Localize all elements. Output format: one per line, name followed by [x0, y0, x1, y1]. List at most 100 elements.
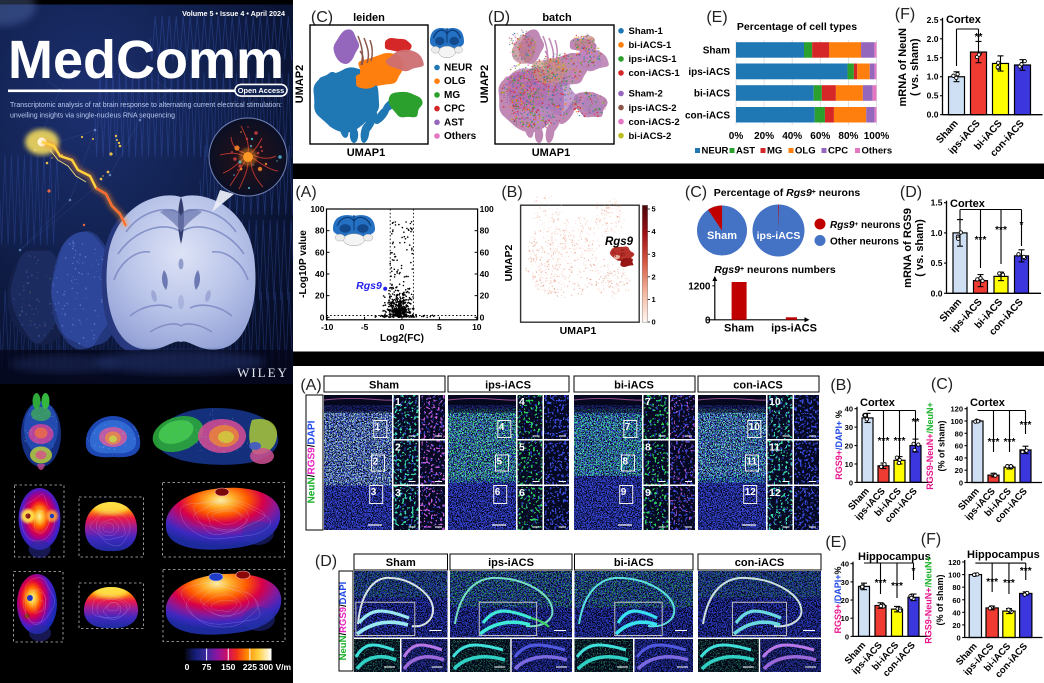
svg-text:60: 60: [480, 247, 490, 257]
svg-text:Other neurons: Other neurons: [830, 237, 899, 248]
svg-text:20: 20: [315, 291, 325, 301]
svg-text:Rgs9+ neurons numbers: Rgs9+ neurons numbers: [714, 264, 836, 276]
svg-text:2: 2: [373, 457, 379, 468]
svg-text:(C): (C): [931, 376, 953, 393]
svg-text:60: 60: [955, 442, 963, 451]
svg-text:60%: 60%: [810, 131, 830, 142]
svg-text:100: 100: [948, 571, 961, 580]
svg-text:150: 150: [221, 662, 235, 672]
svg-text:120: 120: [950, 405, 963, 414]
svg-text:Sham: Sham: [703, 46, 730, 57]
svg-text:10: 10: [845, 460, 853, 469]
svg-text:batch: batch: [542, 12, 572, 24]
svg-text:0: 0: [480, 312, 485, 322]
svg-text:RGS9-NeuN+/NeuN+: RGS9-NeuN+/NeuN+: [924, 556, 934, 644]
svg-text:1: 1: [652, 295, 656, 304]
svg-text:0: 0: [845, 632, 849, 641]
svg-text:Transcriptomic analysis of rat: Transcriptomic analysis of rat brain res…: [10, 102, 282, 109]
svg-text:6: 6: [519, 487, 525, 499]
svg-text:60: 60: [952, 596, 960, 605]
svg-text:bi-iACS: bi-iACS: [614, 557, 654, 569]
svg-text:(C): (C): [311, 9, 333, 26]
svg-text:75: 75: [202, 662, 212, 672]
svg-text:OLG: OLG: [444, 76, 466, 87]
svg-text:mRNA of NeuN: mRNA of NeuN: [897, 28, 909, 106]
svg-text:WILEY: WILEY: [237, 365, 289, 380]
svg-text:bi-iACS-2: bi-iACS-2: [629, 131, 672, 142]
svg-text:(B): (B): [830, 377, 851, 394]
svg-text:NEUR: NEUR: [702, 146, 729, 157]
svg-text:ips-iACS: ips-iACS: [485, 380, 531, 392]
svg-text:225: 225: [243, 662, 257, 672]
svg-text:leiden: leiden: [353, 12, 385, 24]
svg-text:40%: 40%: [782, 131, 802, 142]
svg-text:Sham: Sham: [369, 380, 399, 392]
svg-text:UMAP1: UMAP1: [347, 147, 386, 159]
svg-text:40: 40: [952, 608, 960, 617]
svg-text:Sham-2: Sham-2: [629, 89, 663, 100]
svg-text:( vs. sham): ( vs. sham): [914, 219, 926, 277]
svg-text:3: 3: [395, 487, 401, 499]
svg-text:(C): (C): [685, 184, 707, 201]
svg-text:bi-iACS: bi-iACS: [694, 89, 730, 100]
svg-text:AST: AST: [444, 117, 464, 128]
svg-text:0: 0: [320, 312, 325, 322]
svg-text:Hippocampus: Hippocampus: [858, 551, 931, 563]
svg-text:UMAP2: UMAP2: [479, 65, 491, 104]
svg-text:(B): (B): [501, 184, 522, 201]
svg-text:Sham: Sham: [707, 230, 737, 242]
svg-text:Cortex: Cortex: [970, 397, 1006, 409]
svg-text:2.5: 2.5: [927, 15, 939, 25]
svg-text:Percentage of Rgs9+ neurons: Percentage of Rgs9+ neurons: [714, 187, 861, 199]
svg-text:2.0: 2.0: [927, 34, 939, 44]
svg-text:0: 0: [705, 316, 711, 327]
svg-text:Open Access: Open Access: [238, 86, 285, 95]
svg-text:60: 60: [315, 247, 325, 257]
svg-text:8: 8: [645, 442, 651, 454]
svg-text:40: 40: [841, 560, 849, 569]
svg-text:MedComm: MedComm: [8, 30, 284, 90]
svg-text:12: 12: [769, 487, 781, 499]
svg-text:1200: 1200: [688, 282, 711, 293]
svg-text:con-iACS: con-iACS: [733, 380, 783, 392]
svg-text:UMAP2: UMAP2: [503, 244, 515, 281]
svg-text:Rgs9: Rgs9: [356, 280, 382, 292]
svg-text:-10: -10: [321, 322, 334, 332]
svg-text:-5: -5: [361, 322, 369, 332]
svg-text:20: 20: [480, 291, 490, 301]
svg-text:5: 5: [437, 322, 442, 332]
svg-text:120: 120: [948, 558, 961, 567]
svg-text:-Log10P value: -Log10P value: [298, 230, 309, 298]
svg-text:40: 40: [845, 405, 853, 414]
svg-text:1.0: 1.0: [931, 228, 943, 238]
svg-text:con-iACS: con-iACS: [735, 557, 785, 569]
svg-text:AST: AST: [736, 146, 755, 157]
svg-text:4: 4: [499, 422, 505, 433]
svg-text:9: 9: [645, 487, 651, 499]
svg-text:Rgs9: Rgs9: [605, 236, 634, 248]
svg-text:80%: 80%: [838, 131, 858, 142]
svg-text:20: 20: [841, 596, 849, 605]
svg-text:20: 20: [955, 466, 963, 475]
svg-text:UMAP2: UMAP2: [294, 65, 306, 104]
svg-text:1: 1: [375, 422, 381, 433]
svg-text:30: 30: [845, 423, 853, 432]
svg-text:NEUR: NEUR: [444, 63, 473, 74]
svg-text:bi-iACS: bi-iACS: [614, 380, 654, 392]
svg-text:Volume 5 • Issue 4 • April 202: Volume 5 • Issue 4 • April 2024: [182, 9, 285, 18]
svg-text:(D): (D): [488, 9, 510, 26]
svg-text:Cortex: Cortex: [950, 198, 986, 210]
svg-text:MG: MG: [444, 90, 460, 101]
svg-text:3: 3: [371, 487, 377, 498]
svg-text:RGS9+/DAPI+ %: RGS9+/DAPI+ %: [834, 410, 844, 480]
svg-text:(% of sham): (% of sham): [935, 574, 945, 625]
svg-text:2: 2: [395, 442, 401, 454]
svg-text:ips-iACS-1: ips-iACS-1: [629, 54, 678, 65]
svg-text:3: 3: [652, 250, 656, 259]
svg-text:bi-iACS-1: bi-iACS-1: [629, 40, 672, 51]
svg-text:40: 40: [955, 454, 963, 463]
svg-text:5: 5: [519, 442, 525, 454]
svg-text:8: 8: [623, 457, 629, 468]
svg-text:2: 2: [652, 272, 656, 281]
svg-text:0: 0: [959, 479, 963, 488]
